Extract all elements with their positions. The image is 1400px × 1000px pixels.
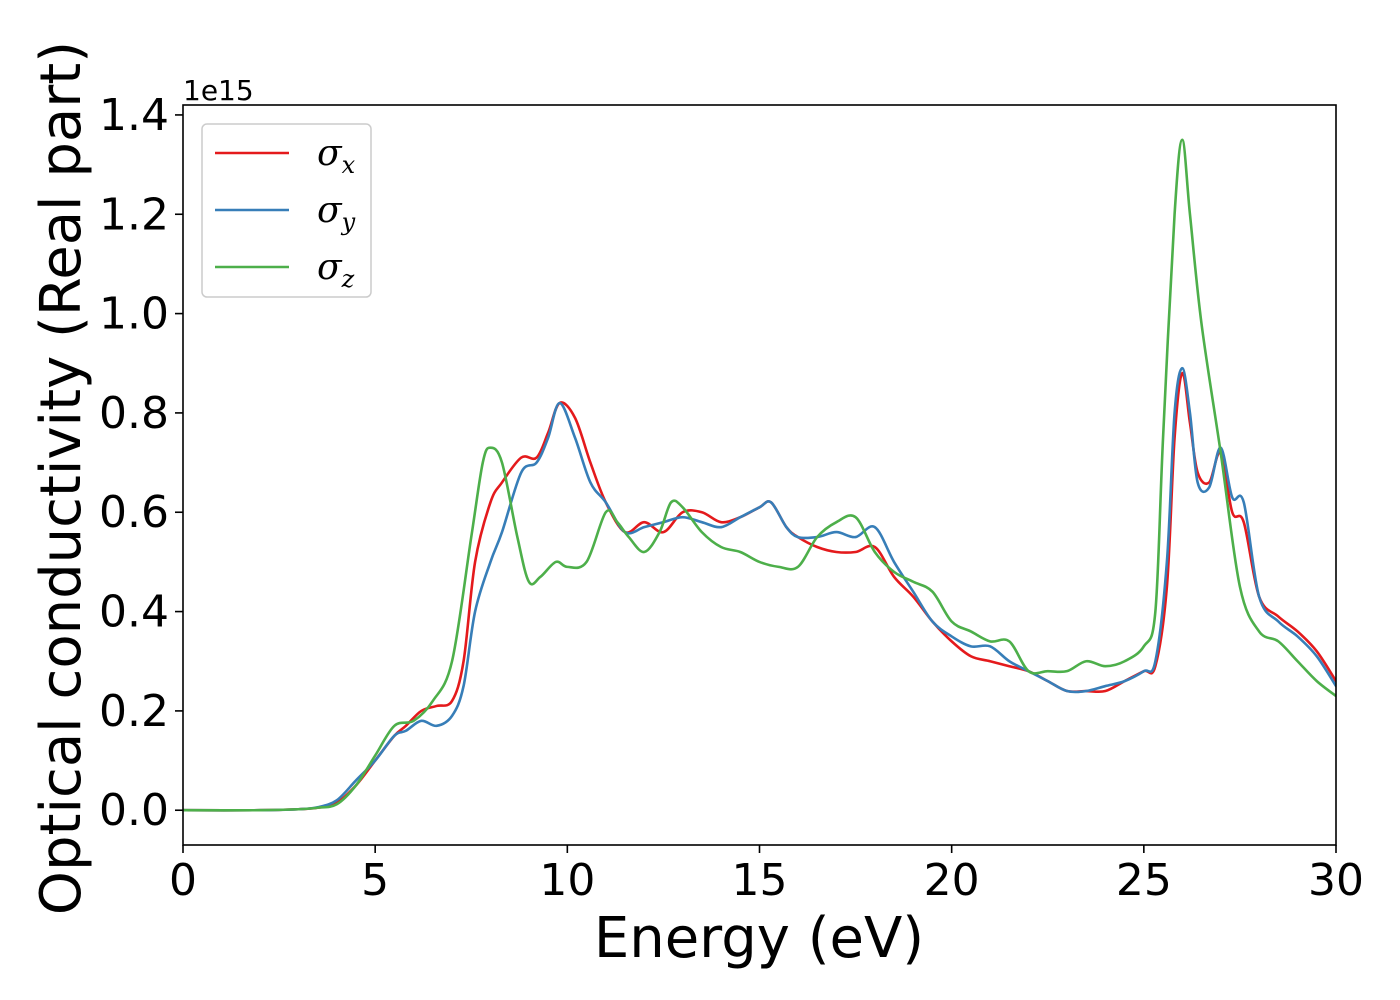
y-tick-label: 0.4 <box>99 587 169 638</box>
legend-label-subscript: y <box>341 208 356 236</box>
y-tick-label: 1.2 <box>99 189 169 240</box>
legend-label-x: σx <box>317 133 356 179</box>
y-tick-label: 0.0 <box>99 785 169 836</box>
legend-label-y: σy <box>317 190 356 236</box>
y-axis-title: Optical conductivity (Real part) <box>29 41 94 915</box>
legend-label-z: σz <box>317 247 355 293</box>
series-line-y <box>183 366 1336 812</box>
y-tick-label: 1.4 <box>99 90 169 141</box>
y-tick-label: 0.6 <box>99 487 169 538</box>
y-axis: 0.0 0.2 0.4 0.6 0.8 1.0 1.2 1.4 <box>99 90 183 836</box>
legend-label-base: σ <box>317 133 343 174</box>
x-tick-label: 15 <box>732 855 788 906</box>
legend-label-subscript: z <box>341 265 355 293</box>
x-tick-label: 10 <box>539 855 595 906</box>
y-tick-label: 0.2 <box>99 686 169 737</box>
y-tick-label: 1.0 <box>99 289 169 340</box>
legend-label-subscript: x <box>342 151 356 179</box>
x-tick-label: 5 <box>361 855 389 906</box>
x-tick-label: 25 <box>1116 855 1172 906</box>
x-tick-label: 20 <box>924 855 980 906</box>
x-axis: 0 5 10 15 20 25 30 <box>169 845 1364 906</box>
x-tick-label: 30 <box>1308 855 1364 906</box>
legend-label-base: σ <box>317 190 343 231</box>
x-axis-title: Energy (eV) <box>594 906 924 971</box>
legend-label-base: σ <box>317 247 343 288</box>
x-tick-label: 0 <box>169 855 197 906</box>
series-layer <box>183 138 1336 812</box>
y-offset-label: 1e15 <box>183 74 254 107</box>
series-line-z <box>183 138 1336 812</box>
y-tick-label: 0.8 <box>99 388 169 439</box>
